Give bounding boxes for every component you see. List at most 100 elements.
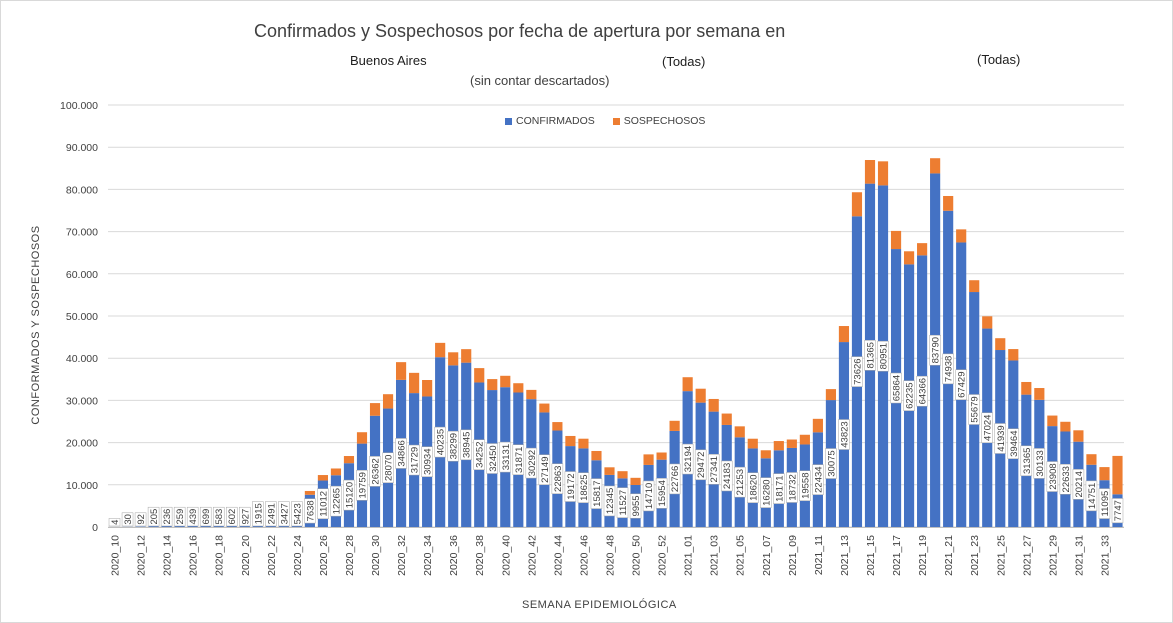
data-label-box [460, 429, 472, 461]
data-label-text: 19759 [358, 472, 369, 498]
bar-sospechosos [304, 490, 315, 495]
bar-sospechosos [812, 418, 823, 433]
data-label: 236 [160, 506, 173, 527]
data-label: 64366 [916, 375, 929, 407]
data-label: 18732 [786, 472, 798, 503]
data-label: 7638 [304, 498, 316, 524]
data-label-box [864, 340, 876, 371]
data-label-box [252, 501, 264, 527]
data-label: 16280 [760, 477, 772, 508]
y-tick-label: 30.000 [66, 395, 98, 407]
data-label-box [173, 506, 186, 527]
x-tick-label: 2021_31 [1073, 535, 1085, 576]
data-label-box [955, 369, 967, 400]
bar-sospechosos [656, 452, 667, 460]
data-label: 439 [186, 506, 199, 527]
data-label-text: 583 [214, 509, 225, 525]
data-label-text: 18625 [579, 474, 590, 500]
x-tick-label: 2020_26 [318, 535, 330, 576]
data-label-text: 21253 [735, 469, 746, 495]
x-tick-label: 2021_13 [839, 535, 851, 576]
chart-subtitle: (sin contar descartados) [470, 73, 610, 88]
data-label-box [929, 334, 941, 366]
x-tick-label: 2021_03 [709, 535, 721, 576]
x-tick-label: 2020_52 [657, 535, 669, 576]
data-label-text: 1915 [253, 503, 264, 524]
data-label-box [655, 478, 668, 509]
data-label-text: 4 [110, 520, 121, 525]
bar-sospechosos [330, 468, 342, 476]
data-label-box [603, 485, 616, 517]
data-label: 18171 [773, 473, 785, 504]
bar-sospechosos [604, 467, 615, 475]
data-label-text: 28070 [384, 455, 395, 481]
data-label: 205 [147, 506, 160, 527]
bar-sospechosos [317, 475, 329, 481]
data-label: 583 [212, 506, 225, 527]
x-tick-label: 2021_33 [1099, 535, 1111, 576]
data-label-box [733, 466, 746, 498]
x-tick-label: 2020_14 [162, 535, 174, 576]
data-label: 26362 [369, 456, 382, 487]
data-label-text: 14751 [1087, 483, 1098, 509]
x-tick-label: 2021_19 [917, 535, 929, 576]
x-axis-title: SEMANA EPIDEMIOLÓGICA [522, 599, 677, 611]
chart-legend: CONFIRMADOS SOSPECHOSOS [505, 115, 705, 127]
x-tick-label: 2020_50 [631, 535, 643, 576]
data-label-box [538, 454, 551, 485]
bar-sospechosos [760, 450, 771, 459]
bar-sospechosos [409, 372, 420, 394]
bar-sospechosos [890, 230, 902, 250]
bar-sospechosos [565, 435, 576, 447]
bar-sospechosos [930, 158, 941, 174]
data-label: 31365 [1020, 445, 1033, 477]
data-label-box [1111, 498, 1124, 524]
data-label-box [134, 512, 147, 527]
data-label-text: 67429 [957, 372, 968, 398]
bar-sospechosos [617, 471, 628, 479]
data-label-box [434, 426, 446, 458]
data-label-box [291, 501, 303, 527]
y-tick-label: 70.000 [66, 227, 98, 239]
data-label-box [851, 356, 863, 387]
bar-sospechosos [708, 398, 719, 412]
data-label-box [304, 498, 316, 524]
x-tick-label: 2020_12 [136, 535, 148, 576]
data-label-box [160, 506, 173, 527]
data-label-box [747, 472, 759, 503]
filter-province: Buenos Aires [350, 53, 427, 68]
data-label: 19172 [564, 471, 577, 502]
x-tick-label: 2021_23 [969, 535, 981, 576]
data-label: 33131 [499, 441, 512, 473]
data-label: 11012 [317, 488, 329, 520]
data-label-box [916, 375, 928, 407]
data-label-box [825, 448, 837, 479]
data-label-box [903, 380, 915, 411]
data-label-text: 34252 [475, 442, 486, 468]
data-label-text: 18620 [748, 475, 759, 501]
data-label: 41939 [994, 423, 1007, 454]
data-label: 31729 [408, 444, 421, 476]
data-label: 32194 [681, 443, 694, 475]
bar-sospechosos [552, 422, 563, 431]
data-label-text: 3427 [279, 503, 290, 524]
bar-sospechosos [487, 379, 498, 391]
x-tick-label: 2020_22 [266, 535, 278, 576]
data-label-text: 19558 [800, 473, 811, 499]
x-tick-label: 2020_16 [188, 535, 200, 576]
data-label-text: 439 [188, 509, 199, 525]
data-label: 22633 [1059, 463, 1072, 495]
data-label-text: 18732 [787, 474, 798, 500]
bar-sospechosos [838, 326, 850, 343]
data-label-box [1072, 469, 1085, 500]
data-label: 43823 [838, 419, 850, 450]
bar-sospechosos [369, 403, 381, 416]
data-label-text: 205 [149, 509, 160, 525]
data-label-box [1098, 488, 1111, 519]
data-label: 19558 [799, 470, 811, 501]
data-label-box [225, 506, 238, 527]
data-label: 2491 [265, 501, 277, 527]
x-tick-label: 2020_34 [422, 535, 434, 576]
data-label-text: 7747 [1113, 500, 1124, 521]
data-label-text: 30133 [1035, 450, 1046, 476]
